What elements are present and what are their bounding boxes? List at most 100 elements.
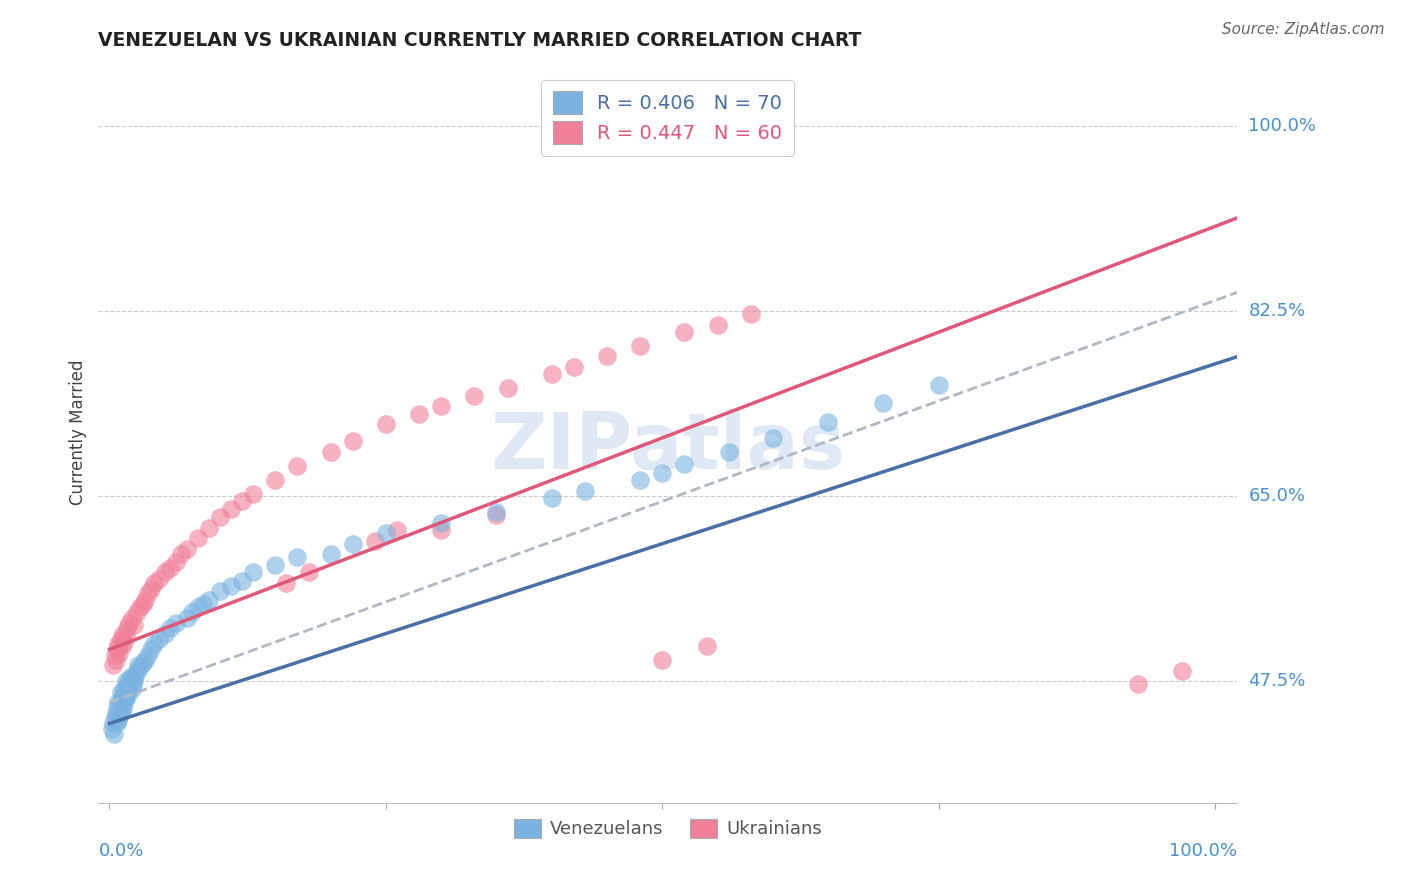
Point <box>628 473 651 487</box>
Point <box>112 635 135 649</box>
Point <box>242 566 264 580</box>
Point <box>110 685 132 699</box>
Point <box>129 660 152 674</box>
Point <box>134 592 156 607</box>
Point <box>319 444 342 458</box>
Point <box>430 523 453 537</box>
Point <box>131 656 153 670</box>
Point <box>706 318 728 332</box>
Point <box>287 550 309 565</box>
Point <box>104 711 127 725</box>
Point <box>187 600 209 615</box>
Point <box>717 444 740 458</box>
Point <box>101 658 124 673</box>
Point <box>651 466 673 480</box>
Point <box>121 669 143 683</box>
Y-axis label: Currently Married: Currently Married <box>69 359 87 506</box>
Point <box>165 555 187 569</box>
Point <box>1126 677 1149 691</box>
Point <box>134 653 156 667</box>
Point <box>696 640 718 654</box>
Point <box>105 716 128 731</box>
Point <box>115 674 138 689</box>
Point <box>115 621 138 635</box>
Point <box>159 621 181 635</box>
Text: 100.0%: 100.0% <box>1249 117 1316 135</box>
Point <box>118 680 141 694</box>
Point <box>136 586 159 600</box>
Point <box>104 648 127 662</box>
Point <box>107 714 129 728</box>
Text: Source: ZipAtlas.com: Source: ZipAtlas.com <box>1222 22 1385 37</box>
Point <box>111 703 134 717</box>
Point <box>231 494 253 508</box>
Point <box>342 434 364 448</box>
Text: VENEZUELAN VS UKRAINIAN CURRENTLY MARRIED CORRELATION CHART: VENEZUELAN VS UKRAINIAN CURRENTLY MARRIE… <box>98 30 862 50</box>
Point <box>121 677 143 691</box>
Text: 47.5%: 47.5% <box>1249 673 1306 690</box>
Point <box>540 491 562 506</box>
Point <box>141 582 163 596</box>
Point <box>762 431 785 445</box>
Point <box>105 642 128 657</box>
Point <box>148 632 170 646</box>
Point <box>276 575 298 590</box>
Point <box>107 637 129 651</box>
Point <box>231 574 253 588</box>
Point <box>496 381 519 395</box>
Point <box>105 700 128 714</box>
Point <box>122 674 145 689</box>
Point <box>110 695 132 709</box>
Point <box>127 664 149 678</box>
Point <box>176 611 198 625</box>
Point <box>596 350 619 364</box>
Point <box>111 688 134 702</box>
Point <box>101 716 124 731</box>
Point <box>673 458 696 472</box>
Point <box>118 615 141 630</box>
Point <box>193 597 215 611</box>
Point <box>540 368 562 382</box>
Point <box>740 307 762 321</box>
Point <box>108 709 131 723</box>
Point <box>628 339 651 353</box>
Point <box>129 600 152 615</box>
Point <box>485 508 508 522</box>
Point <box>463 389 485 403</box>
Point <box>181 606 204 620</box>
Point <box>115 677 138 691</box>
Point <box>108 646 131 660</box>
Point <box>219 501 242 516</box>
Point <box>242 487 264 501</box>
Point <box>121 681 143 696</box>
Point <box>107 695 129 709</box>
Point <box>111 640 134 654</box>
Point <box>651 653 673 667</box>
Point <box>141 642 163 657</box>
Point <box>122 618 145 632</box>
Point <box>105 653 128 667</box>
Point <box>342 537 364 551</box>
Point <box>148 572 170 586</box>
Point <box>187 532 209 546</box>
Point <box>574 483 596 498</box>
Point <box>817 415 839 429</box>
Point <box>364 533 387 548</box>
Point <box>111 626 134 640</box>
Point <box>115 688 138 702</box>
Point <box>120 671 142 685</box>
Point <box>319 547 342 561</box>
Point <box>100 722 122 736</box>
Point <box>114 692 136 706</box>
Point <box>297 566 319 580</box>
Point <box>136 648 159 662</box>
Point <box>131 597 153 611</box>
Point <box>159 561 181 575</box>
Point <box>127 658 149 673</box>
Point <box>121 611 143 625</box>
Point <box>562 359 585 374</box>
Point <box>198 592 221 607</box>
Point <box>176 541 198 556</box>
Point <box>209 584 232 599</box>
Point <box>374 417 396 432</box>
